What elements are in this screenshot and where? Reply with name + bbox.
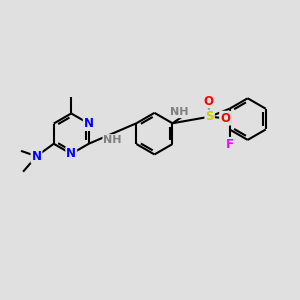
Text: N: N	[84, 117, 94, 130]
Text: N: N	[32, 150, 41, 163]
Text: O: O	[203, 95, 213, 108]
Text: NH: NH	[170, 107, 189, 117]
Text: S: S	[206, 110, 214, 123]
Text: NH: NH	[103, 135, 122, 145]
Text: N: N	[66, 147, 76, 161]
Text: F: F	[226, 138, 234, 151]
Text: O: O	[220, 112, 230, 125]
